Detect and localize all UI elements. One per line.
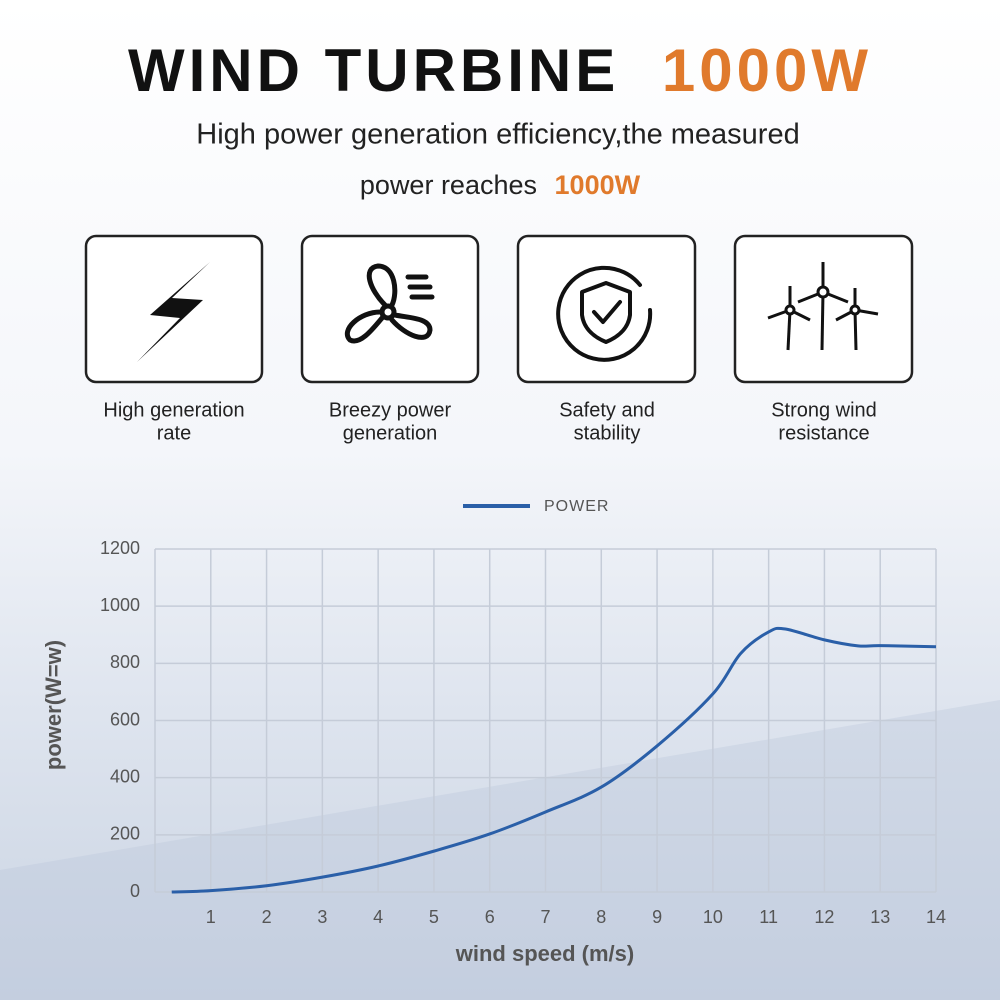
turbines-icon [767, 262, 879, 351]
y-tick-label: 1200 [100, 538, 140, 558]
y-tick-label: 1000 [100, 595, 140, 615]
title-text: WIND TURBINE [128, 37, 619, 104]
subtitle: High power generation efficiency,the mea… [196, 119, 799, 151]
title: WIND TURBINE 1000W [128, 37, 872, 104]
shield-icon [556, 265, 653, 362]
y-tick-label: 600 [110, 709, 140, 729]
subtitle-text: power reaches [360, 170, 537, 200]
feature-label: rate [157, 422, 191, 444]
feature-label: resistance [778, 422, 869, 444]
x-tick-label: 12 [814, 907, 834, 927]
x-tick-label: 13 [870, 907, 890, 927]
y-tick-label: 800 [110, 652, 140, 672]
x-tick-label: 1 [206, 907, 216, 927]
title-highlight: 1000W [662, 37, 872, 104]
x-tick-label: 9 [652, 907, 662, 927]
y-tick-label: 200 [110, 824, 140, 844]
feature-label: stability [574, 422, 641, 444]
y-tick-label: 400 [110, 766, 140, 786]
x-axis-label: wind speed (m/s) [455, 941, 634, 966]
x-tick-label: 11 [759, 907, 778, 927]
feature-label: High generation [103, 399, 244, 421]
lightning-icon [137, 262, 210, 362]
y-tick-label: 0 [130, 881, 140, 901]
subtitle-highlight: 1000W [555, 170, 641, 200]
feature-label: Breezy power [329, 399, 452, 421]
x-tick-label: 10 [703, 907, 723, 927]
x-tick-label: 2 [262, 907, 272, 927]
x-tick-label: 6 [485, 907, 495, 927]
x-tick-label: 14 [926, 907, 946, 927]
fan-icon [345, 263, 435, 344]
x-tick-label: 8 [596, 907, 606, 927]
feature-box [516, 234, 697, 384]
line [171, 626, 937, 894]
x-tick-label: 3 [317, 907, 327, 927]
panel-backdrop [0, 700, 1000, 1000]
feature-label: generation [343, 422, 438, 444]
y-axis-label: power(W=w) [41, 640, 66, 770]
feature-box [300, 234, 480, 384]
x-tick-label: 4 [373, 907, 383, 927]
feature-label: Safety and [559, 399, 655, 421]
x-tick-label: 5 [429, 907, 439, 927]
feature-label: Strong wind [771, 399, 877, 421]
x-tick-label: 7 [540, 907, 550, 927]
subtitle-2: power reaches 1000W [360, 170, 641, 200]
legend-label: POWER [544, 498, 609, 515]
